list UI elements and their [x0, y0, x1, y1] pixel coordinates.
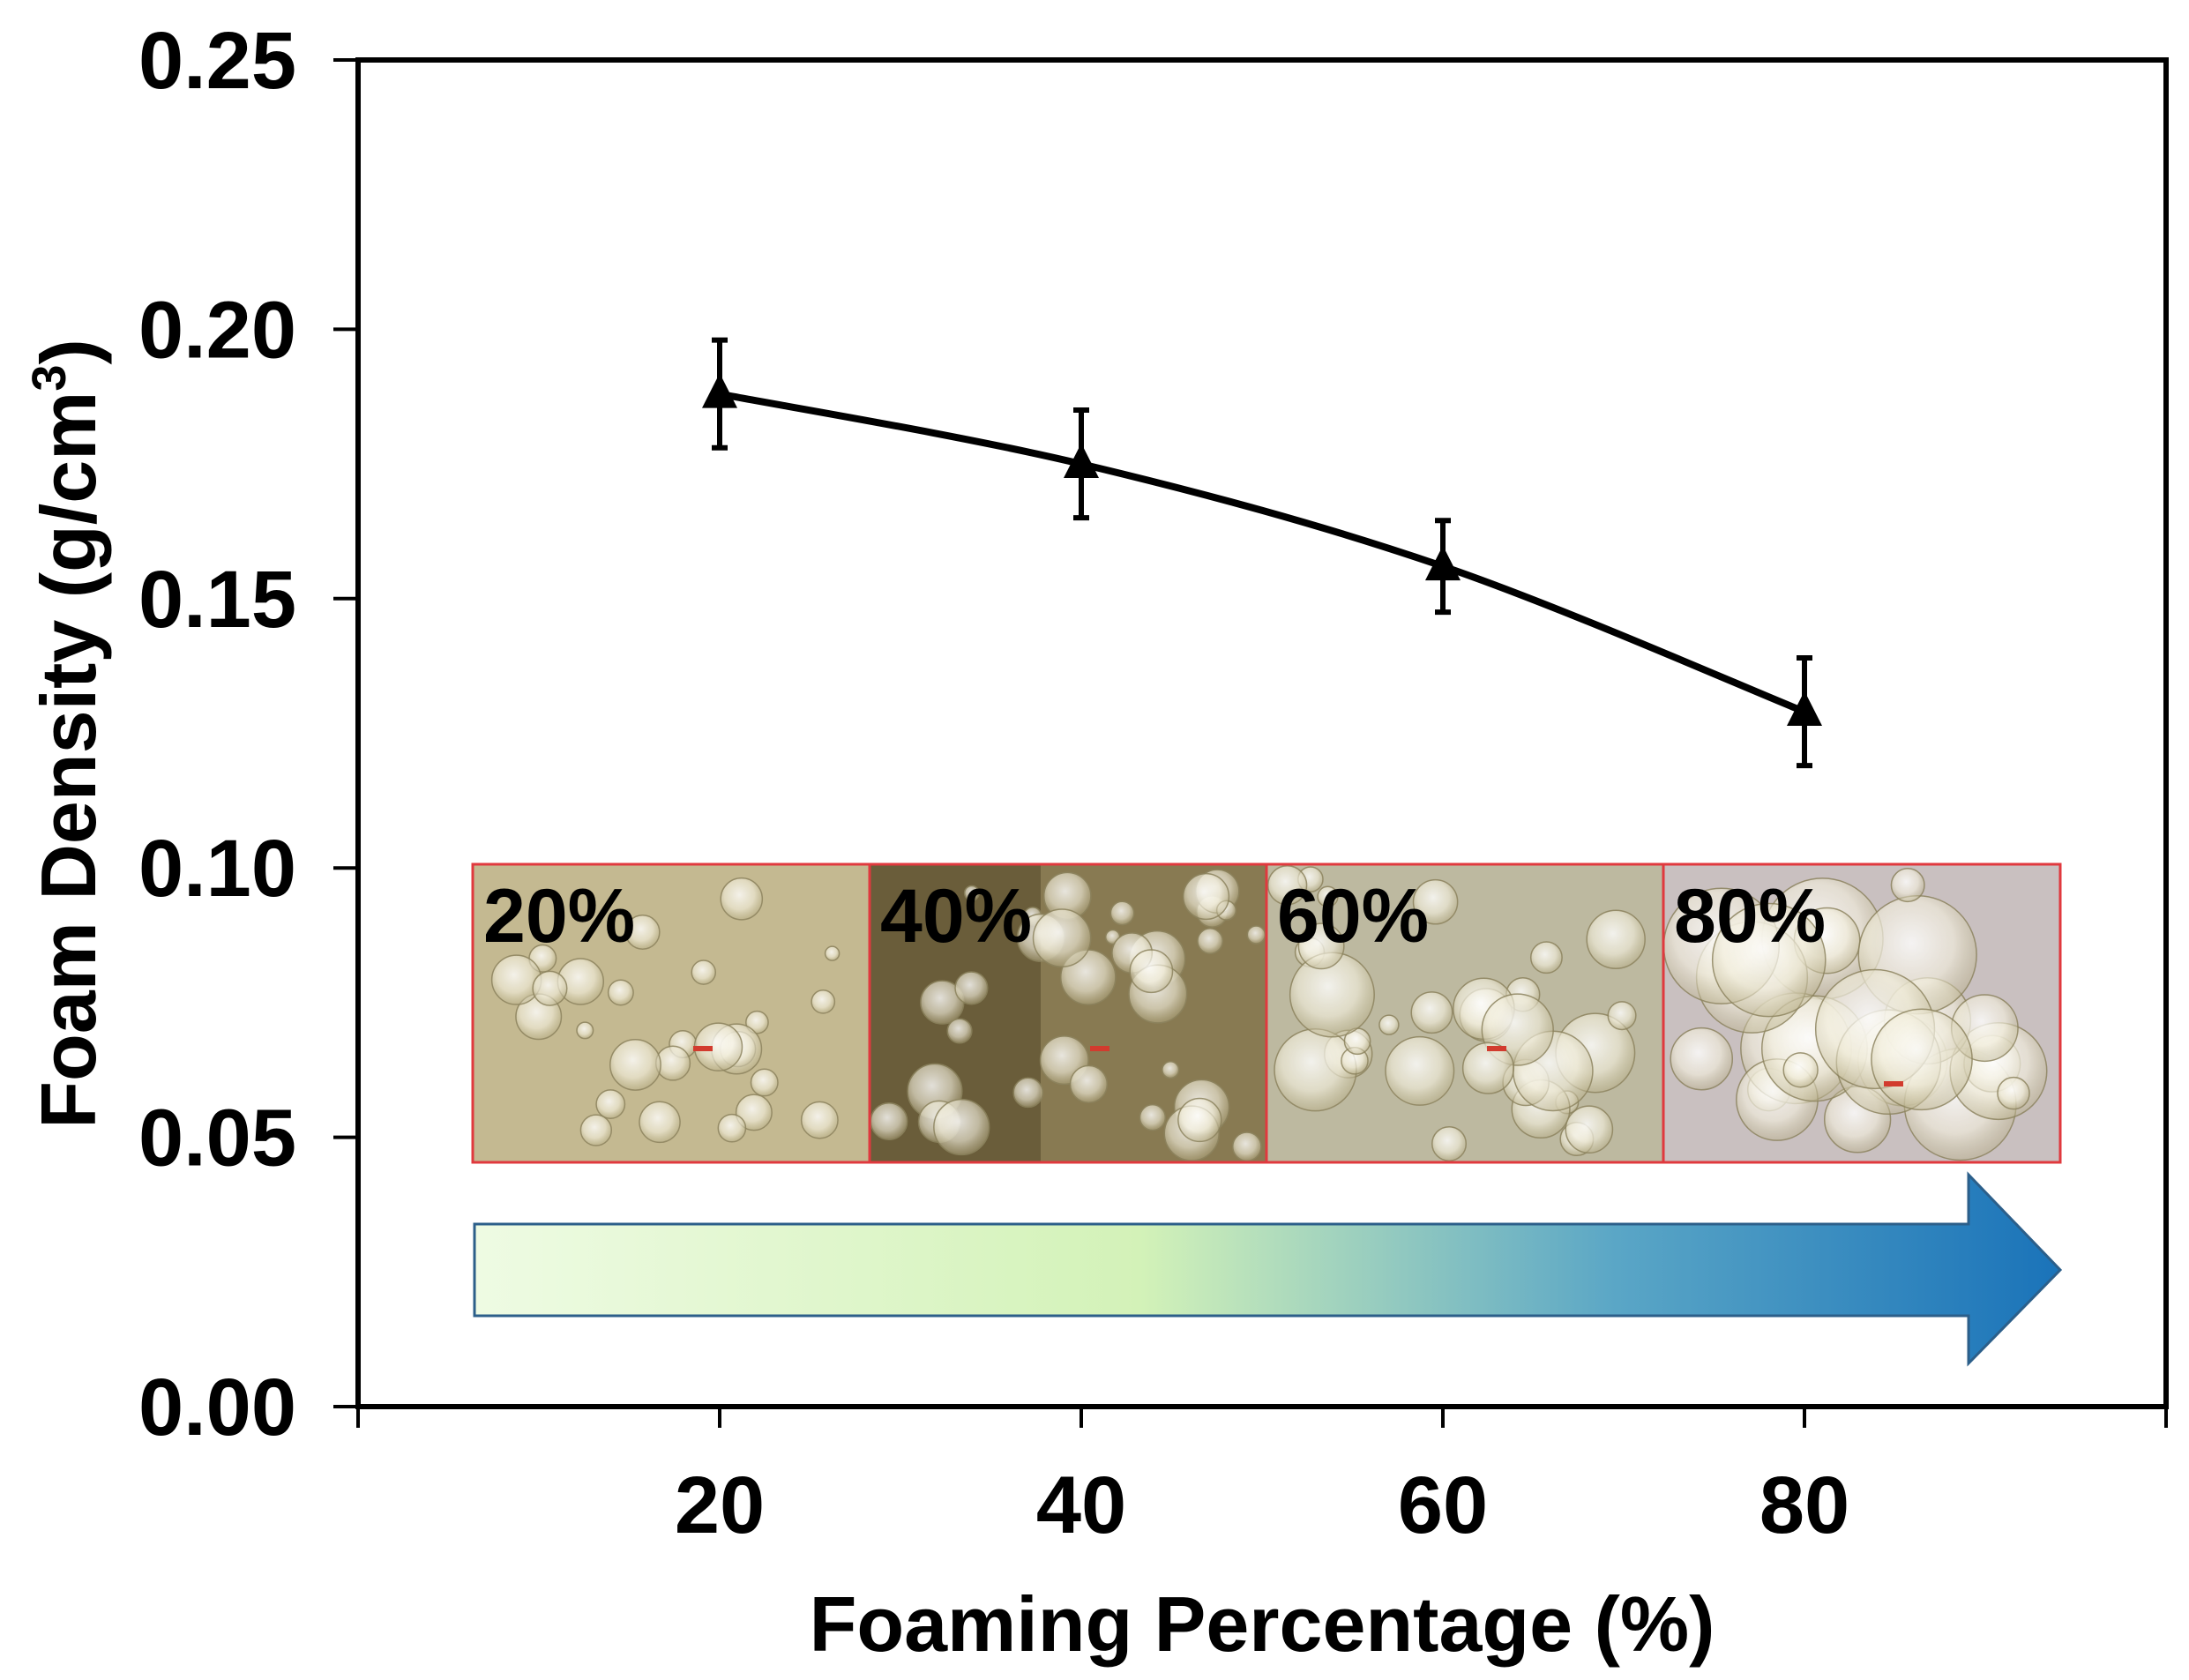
- y-axis-title-superscript: 3: [23, 365, 76, 392]
- bubble: [1461, 1042, 1515, 1094]
- series-line-0: [719, 390, 1806, 715]
- bubble: [1129, 949, 1174, 994]
- bubble: [735, 1094, 773, 1131]
- y-tick-label-1: 0.05: [138, 1094, 296, 1183]
- bubble: [1197, 928, 1224, 954]
- scale-bar: [1487, 1046, 1506, 1051]
- increase-arrow: [473, 1171, 2063, 1367]
- bubble: [1871, 1008, 1973, 1111]
- bubble: [1410, 991, 1453, 1034]
- y-axis: 0.00 0.05 0.10 0.15 0.20 0.25: [138, 16, 358, 1452]
- x-tick-label-0: 20: [675, 1460, 765, 1550]
- bubble: [1670, 1027, 1734, 1091]
- bubble: [1012, 1077, 1044, 1109]
- y-tick-label-3: 0.15: [138, 555, 296, 645]
- x-tick-label-2: 60: [1398, 1460, 1488, 1550]
- bubble: [1109, 900, 1135, 926]
- data-point-3: [1787, 691, 1822, 727]
- plot-frame: [355, 57, 2169, 1409]
- bubble: [1266, 865, 1308, 906]
- y-tick-label-0: 0.00: [138, 1363, 296, 1452]
- bubble: [624, 915, 661, 950]
- data-point-0: [702, 373, 737, 408]
- y-tick-label-5: 0.25: [138, 16, 296, 106]
- bubble: [490, 954, 542, 1005]
- bubble: [811, 989, 836, 1014]
- bubble: [1297, 922, 1345, 970]
- micrograph-80-bubbles: [1662, 868, 2048, 1161]
- bubble: [1385, 1035, 1455, 1106]
- bubble: [1162, 1060, 1180, 1079]
- data-point-2: [1425, 545, 1461, 581]
- micrograph-60-bubbles: [1266, 865, 1646, 1161]
- bubble: [595, 1089, 626, 1119]
- x-axis-title: Foaming Percentage (%): [810, 1580, 1715, 1668]
- bubble: [1317, 885, 1339, 907]
- bubble: [1890, 868, 1925, 903]
- micrograph-20-bubbles: [490, 877, 840, 1146]
- micrograph-40-bubbles: [870, 869, 1266, 1161]
- inset-label-40: 40%: [880, 874, 1032, 959]
- x-axis: 20 40 60 80: [356, 1407, 2168, 1550]
- scale-bar: [1884, 1081, 1903, 1086]
- inset-label-80: 80%: [1674, 874, 1826, 959]
- y-axis-title-close: ): [25, 339, 112, 364]
- bubble: [1231, 1131, 1262, 1161]
- bubble: [639, 1101, 681, 1144]
- bubble: [1782, 1052, 1819, 1088]
- bubble: [720, 877, 764, 921]
- bubble: [1139, 1103, 1167, 1131]
- y-axis-title-main: Foam Density (g/cm: [25, 392, 112, 1129]
- micrograph-40: 40%: [868, 862, 1268, 1164]
- bubble: [609, 1039, 661, 1091]
- bubble: [954, 971, 989, 1005]
- bubble: [1246, 925, 1266, 945]
- bubble: [579, 1114, 613, 1146]
- micrograph-20: 20%: [471, 862, 871, 1164]
- bubble: [750, 1068, 779, 1097]
- x-tick-label-3: 80: [1759, 1460, 1849, 1550]
- bubble: [1586, 909, 1646, 969]
- data-point-1: [1064, 443, 1099, 479]
- bubble: [532, 970, 568, 1006]
- inset-label-20: 20%: [483, 874, 635, 959]
- inset-label-60: 60%: [1277, 874, 1429, 959]
- scale-bar: [1090, 1046, 1109, 1051]
- bubble: [933, 1098, 990, 1156]
- bubble: [946, 1018, 973, 1044]
- density-series: [702, 337, 1822, 769]
- bubble: [1997, 1076, 2030, 1110]
- bubble: [1412, 878, 1459, 925]
- bubble: [576, 1021, 594, 1040]
- bubble: [800, 1101, 839, 1139]
- x-tick-label-1: 40: [1036, 1460, 1126, 1550]
- bubble: [1711, 902, 1827, 1018]
- bubble: [824, 945, 840, 961]
- bubble: [607, 979, 634, 1006]
- bubble: [1177, 1097, 1222, 1143]
- bubble: [691, 959, 717, 985]
- micrograph-insets: 20% 40% 60% 80%: [471, 862, 2062, 1164]
- bubble: [1607, 1001, 1637, 1031]
- bubble: [1565, 1105, 1614, 1154]
- bubble: [745, 1010, 769, 1034]
- scale-bar: [693, 1046, 713, 1051]
- bubble: [1182, 872, 1230, 921]
- y-tick-label-4: 0.20: [138, 285, 296, 375]
- bubble: [717, 1113, 747, 1143]
- bubble: [1378, 1014, 1400, 1035]
- y-axis-title: Foam Density (g/cm3): [23, 339, 112, 1129]
- bubble: [1529, 941, 1563, 974]
- bubble: [1069, 1064, 1109, 1104]
- y-tick-label-2: 0.10: [138, 824, 296, 914]
- micrograph-60: 60%: [1265, 862, 1665, 1164]
- micrograph-80: 80%: [1662, 862, 2062, 1164]
- bubble: [1032, 908, 1092, 967]
- bubble: [1431, 1125, 1468, 1161]
- bubble: [963, 885, 980, 901]
- bubble: [870, 1102, 908, 1140]
